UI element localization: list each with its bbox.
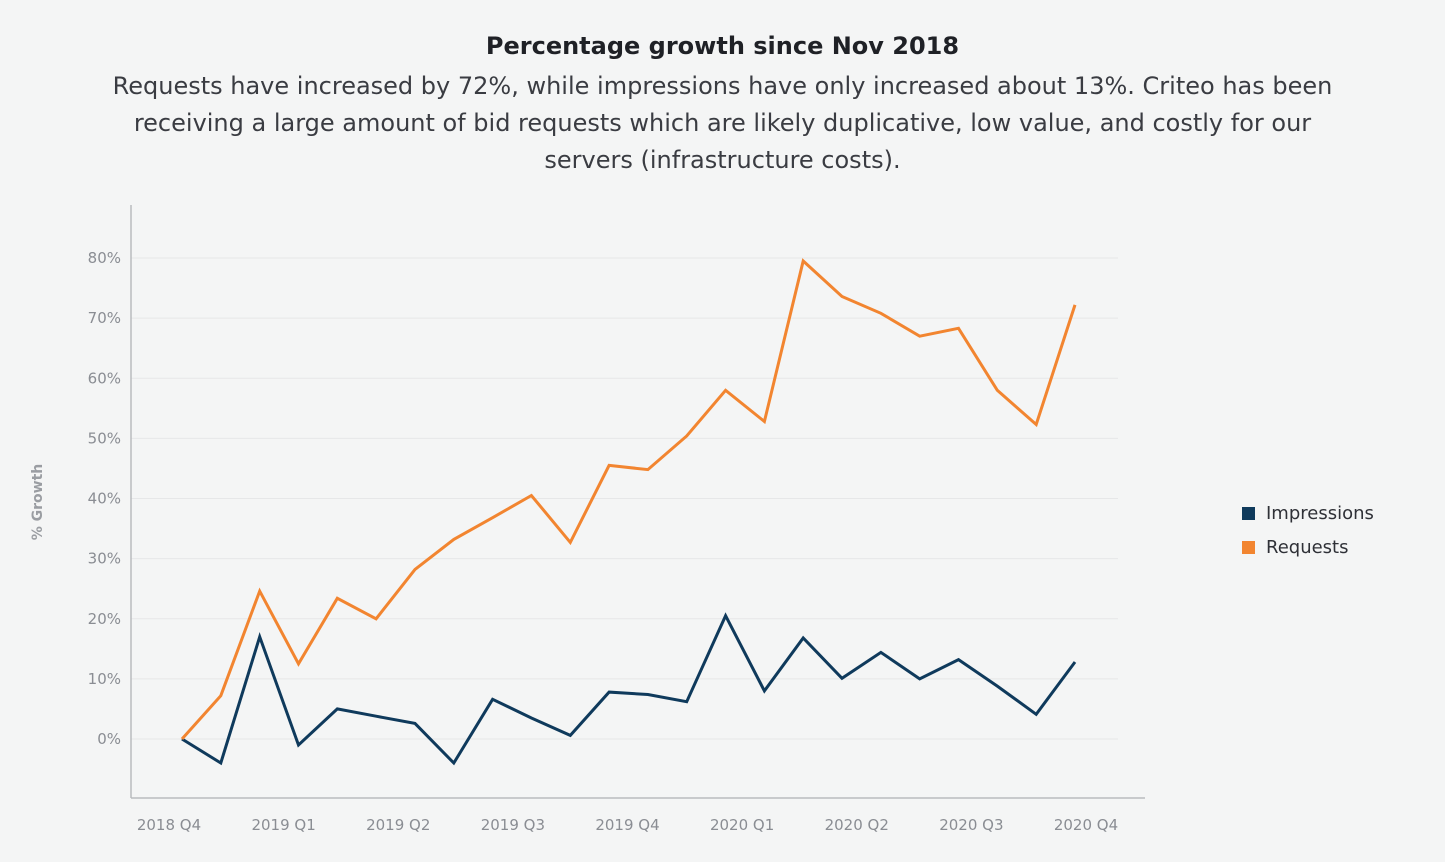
y-tick-label: 60% (88, 369, 121, 387)
x-tick-label: 2019 Q2 (366, 816, 430, 834)
y-tick-label: 30% (88, 550, 121, 568)
y-tick-label: 10% (88, 670, 121, 688)
x-tick-label: 2019 Q4 (595, 816, 659, 834)
legend-swatch-requests (1242, 540, 1255, 554)
series-line-impressions (181, 612, 1077, 766)
x-tick-label: 2019 Q3 (481, 816, 545, 834)
chart-header: Percentage growth since Nov 2018 Request… (0, 30, 1445, 179)
y-tick-label: 80% (88, 249, 121, 267)
legend-item-requests[interactable]: Requests (1242, 530, 1374, 564)
legend-label-requests: Requests (1266, 536, 1349, 558)
x-tick-label: 2018 Q4 (137, 816, 201, 834)
legend-swatch-impressions (1242, 506, 1255, 520)
legend-item-impressions[interactable]: Impressions (1242, 496, 1374, 530)
y-tick-label: 20% (88, 610, 121, 628)
y-tick-label: 50% (88, 429, 121, 447)
y-tick-labels: 0% 10% 20% 30% 40% 50% 60% 70% 80% (88, 249, 121, 748)
chart-title: Percentage growth since Nov 2018 (485, 32, 960, 60)
series-lines (180, 258, 1077, 766)
y-tick-label: 70% (88, 309, 121, 327)
series-line-requests (180, 258, 1077, 741)
y-axis-label: % Growth (30, 464, 46, 541)
legend: Impressions Requests (1242, 496, 1374, 564)
legend-label-impressions: Impressions (1266, 502, 1374, 524)
chart-subtitle: Requests have increased by 72%, while im… (112, 72, 1333, 174)
x-tick-label: 2019 Q1 (251, 816, 315, 834)
x-tick-label: 2020 Q2 (825, 816, 889, 834)
x-tick-labels: 2018 Q4 2019 Q1 2019 Q2 2019 Q3 2019 Q4 2020 … (137, 816, 1118, 834)
x-tick-label: 2020 Q3 (939, 816, 1003, 834)
y-tick-label: 0% (97, 730, 121, 748)
axes (130, 205, 1145, 799)
x-tick-label: 2020 Q1 (710, 816, 774, 834)
x-tick-label: 2020 Q4 (1054, 816, 1118, 834)
gridlines (131, 257, 1118, 740)
y-tick-label: 40% (88, 490, 121, 508)
